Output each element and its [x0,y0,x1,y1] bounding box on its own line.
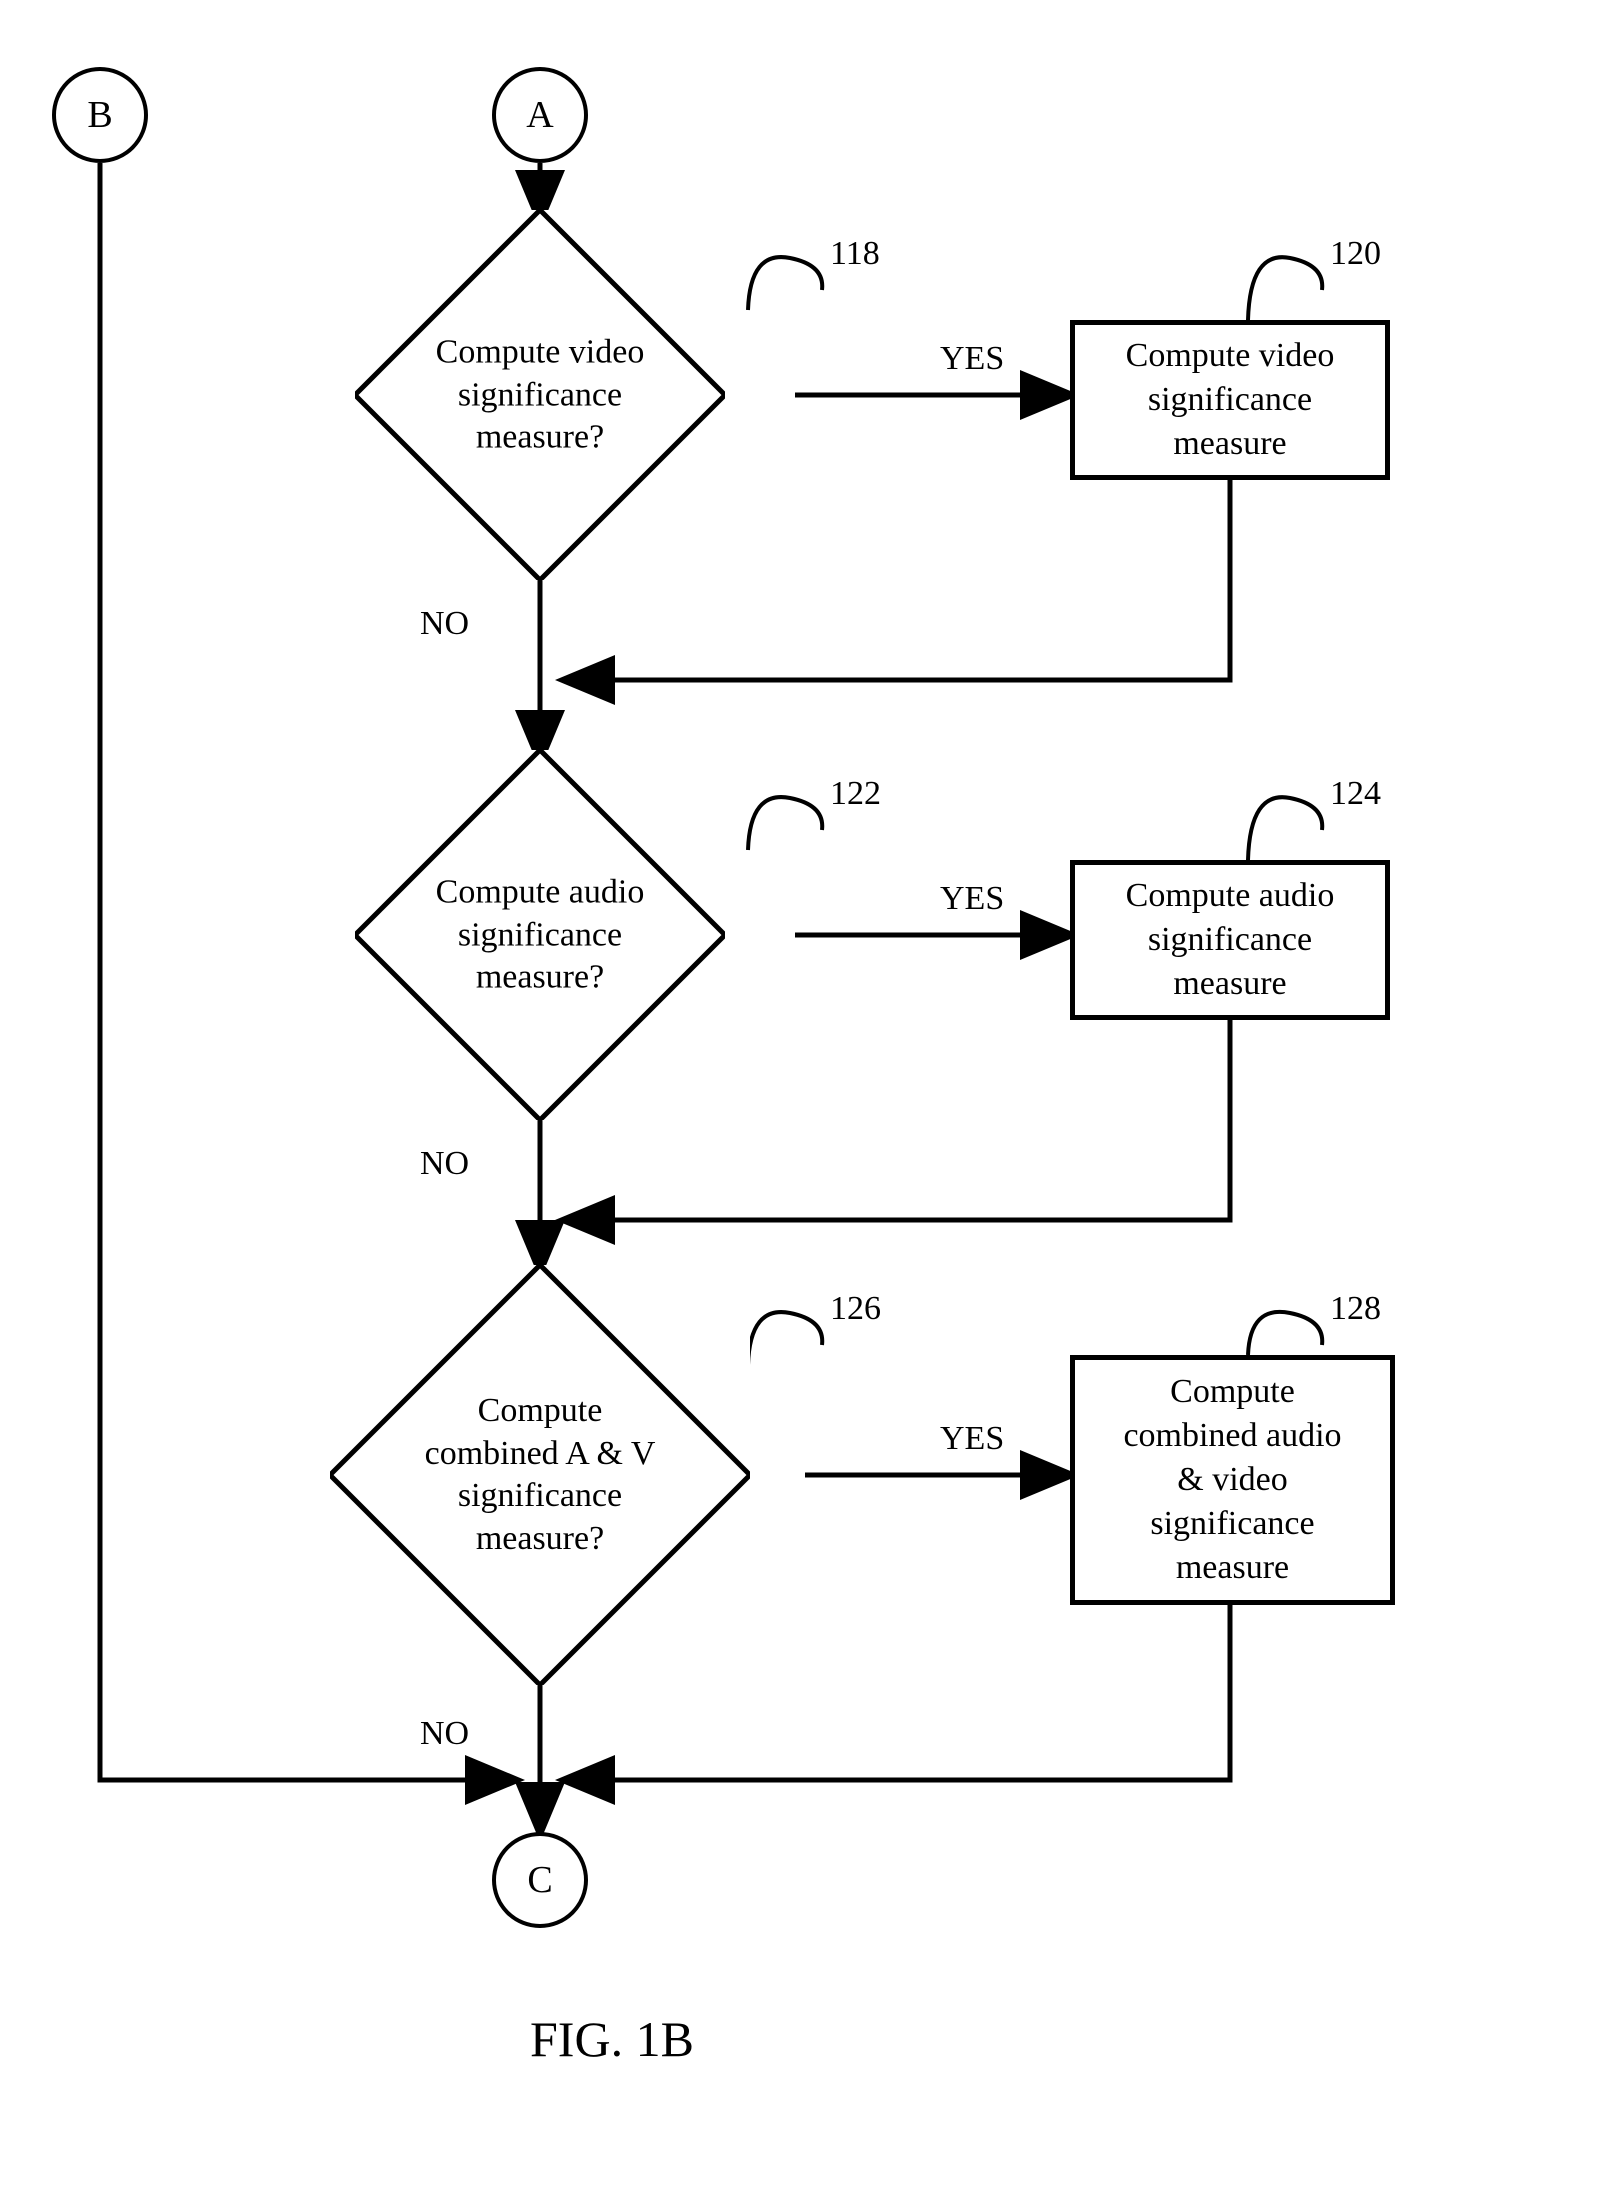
decision-126-text: Compute combined A & V significance meas… [246,1390,834,1560]
decision-118: Compute video significance measure? [355,210,725,580]
flowchart-canvas: B A Compute video significance measure? … [0,0,1618,2186]
decision-126: Compute combined A & V significance meas… [330,1265,750,1685]
connector-b: B [52,67,148,163]
ref-126: 126 [830,1290,881,1328]
connector-b-label: B [87,93,112,137]
ref-118: 118 [830,235,880,273]
edge-label-no-1: NO [420,605,469,643]
decision-122: Compute audio significance measure? [355,750,725,1120]
process-120-text: Compute video significance measure [1126,334,1335,467]
connector-a-label: A [526,93,553,137]
decision-118-text: Compute video significance measure? [281,331,799,459]
ref-120: 120 [1330,235,1381,273]
process-124-text: Compute audio significance measure [1126,874,1335,1007]
ref-128: 128 [1330,1290,1381,1328]
connector-c-label: C [527,1858,552,1902]
ref-122: 122 [830,775,881,813]
process-120: Compute video significance measure [1070,320,1390,480]
process-128-text: Compute combined audio & video significa… [1123,1370,1341,1591]
ref-124: 124 [1330,775,1381,813]
edge-label-yes-1: YES [940,340,1004,378]
connector-a: A [492,67,588,163]
edge-label-no-2: NO [420,1145,469,1183]
edge-label-yes-2: YES [940,880,1004,918]
edge-label-no-3: NO [420,1715,469,1753]
figure-caption: FIG. 1B [530,2010,694,2068]
process-128: Compute combined audio & video significa… [1070,1355,1395,1605]
process-124: Compute audio significance measure [1070,860,1390,1020]
connector-c: C [492,1832,588,1928]
edge-label-yes-3: YES [940,1420,1004,1458]
decision-122-text: Compute audio significance measure? [281,871,799,999]
